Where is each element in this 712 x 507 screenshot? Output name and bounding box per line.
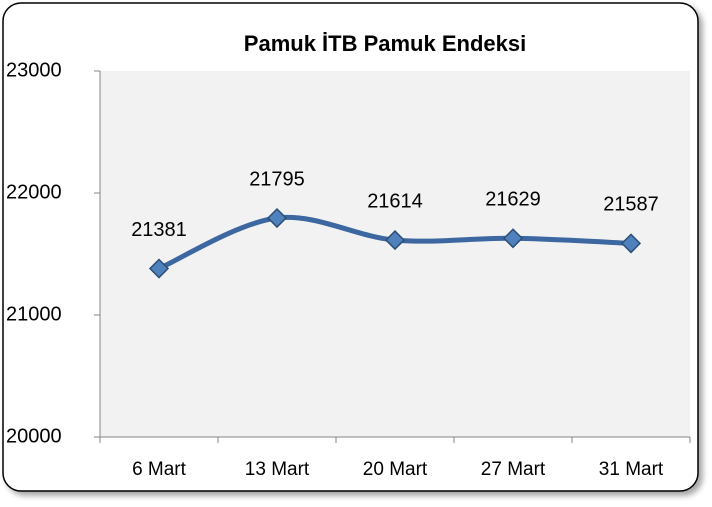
data-label: 21587 — [603, 194, 659, 216]
data-point — [384, 230, 406, 251]
chart-title: Pamuk İTB Pamuk Endeksi — [244, 31, 526, 56]
y-tick-label: 20000 — [6, 425, 62, 447]
data-label: 21629 — [485, 189, 541, 211]
x-tick-label: 20 Mart — [363, 459, 428, 480]
y-tick-label: 21000 — [6, 303, 62, 325]
y-tick-label: 22000 — [6, 181, 62, 203]
plot-area — [100, 71, 690, 437]
data-label: 21614 — [367, 190, 423, 212]
data-point — [620, 233, 642, 254]
data-label: 21795 — [249, 168, 305, 190]
x-tick-label: 27 Mart — [481, 459, 546, 480]
data-point — [266, 207, 288, 229]
x-tick-label: 31 Mart — [599, 459, 664, 480]
x-tick-label: 13 Mart — [245, 459, 310, 480]
x-tick-label: 6 Mart — [132, 459, 187, 480]
y-tick-label: 23000 — [6, 59, 62, 81]
data-label: 21381 — [131, 219, 187, 241]
data-point — [148, 258, 170, 279]
data-point — [502, 228, 524, 249]
